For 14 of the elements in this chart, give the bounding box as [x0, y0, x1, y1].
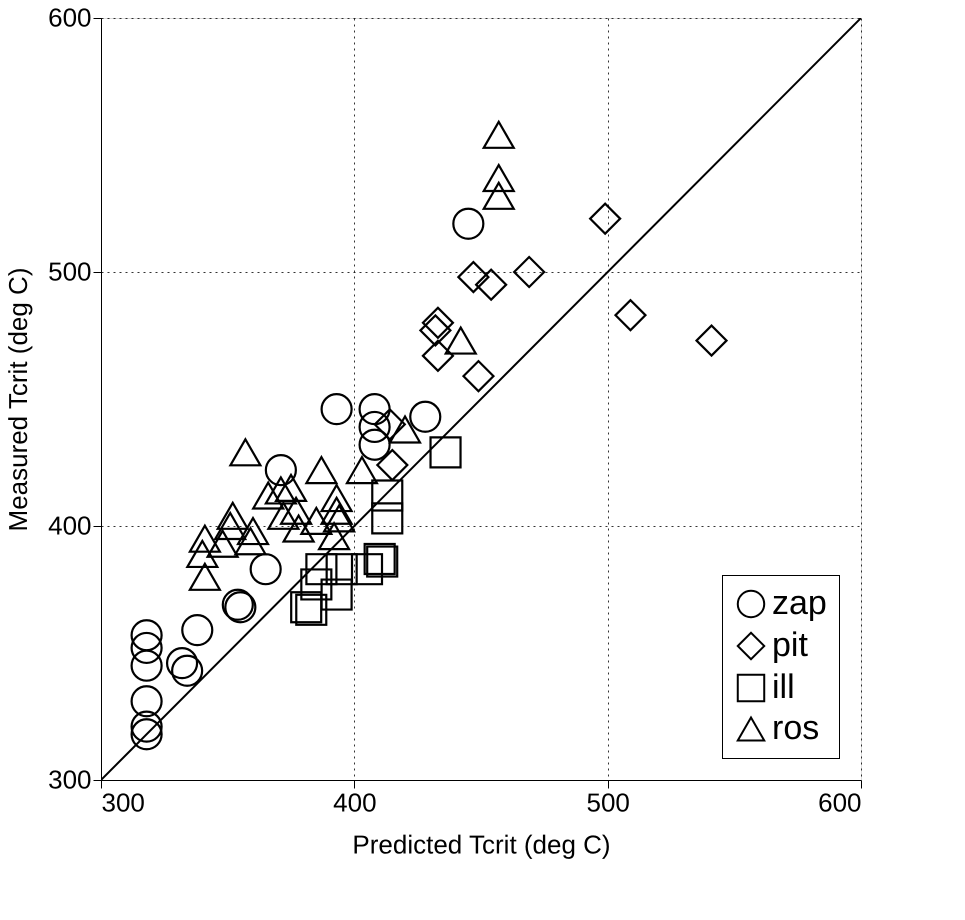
y-tick-label: 300: [48, 764, 92, 794]
y-tick-label: 600: [48, 2, 92, 32]
legend-label: pit: [772, 626, 808, 664]
legend-label: ros: [772, 709, 820, 747]
legend-label: ill: [772, 668, 795, 706]
legend-label: zap: [772, 584, 827, 622]
x-tick-label: 400: [333, 788, 377, 818]
y-axis-title: Measured Tcrit (deg C): [3, 268, 34, 532]
y-tick-label: 500: [48, 256, 92, 286]
y-tick-label: 400: [48, 510, 92, 540]
x-axis-title: Predicted Tcrit (deg C): [352, 830, 611, 860]
x-tick-label: 300: [102, 788, 145, 818]
x-tick-label: 600: [818, 788, 862, 818]
x-tick-label: 500: [586, 788, 630, 818]
